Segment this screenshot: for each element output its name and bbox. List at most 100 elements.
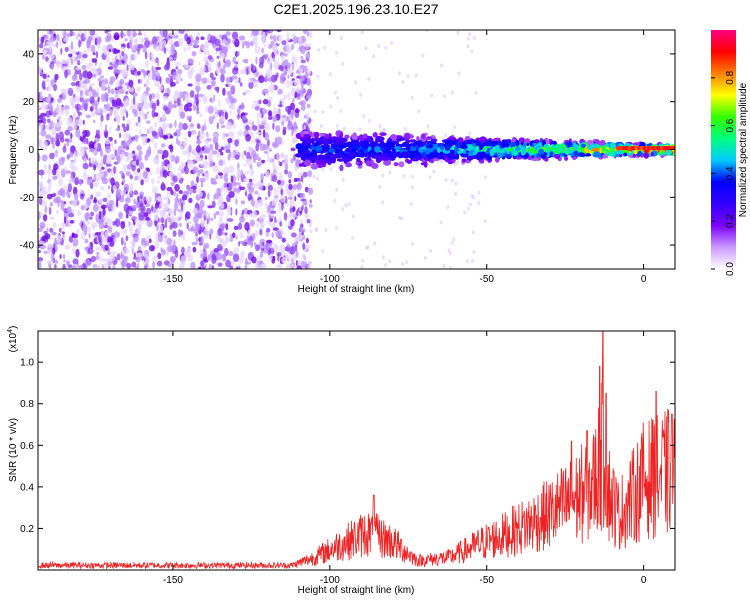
signal-blob [437, 143, 442, 148]
noise-blob [119, 132, 122, 139]
noise-blob [296, 80, 301, 83]
noise-blob [112, 263, 116, 269]
noise-blob [55, 41, 59, 48]
noise-blob [196, 123, 200, 129]
noise-blob [235, 149, 239, 153]
noise-blob [179, 260, 186, 266]
noise-blob [58, 39, 62, 47]
noise-blob [222, 108, 227, 113]
signal-blob [564, 156, 569, 161]
noise-blob [99, 159, 103, 166]
noise-blob [180, 162, 187, 167]
noise-blob [273, 187, 277, 196]
noise-blob [268, 255, 273, 261]
signal-blob [430, 159, 434, 164]
noise-blob [229, 238, 233, 242]
noise-blob [105, 124, 108, 133]
noise-blob [269, 35, 274, 40]
faint-noise-blob [428, 248, 432, 253]
faint-noise-blob [381, 255, 385, 260]
noise-blob [230, 86, 235, 93]
noise-blob [262, 186, 266, 191]
noise-blob [137, 102, 143, 111]
noise-blob [73, 125, 77, 130]
faint-noise-blob [372, 54, 376, 59]
faint-noise-blob [312, 174, 316, 179]
noise-blob [195, 232, 198, 237]
signal-blob [455, 153, 460, 160]
noise-blob [169, 224, 173, 230]
noise-blob [71, 264, 77, 269]
noise-blob [144, 200, 147, 205]
noise-blob [38, 124, 44, 130]
noise-blob [123, 33, 126, 37]
noise-blob [86, 220, 91, 226]
noise-blob [93, 119, 96, 124]
noise-blob [98, 210, 102, 220]
noise-blob [104, 244, 109, 251]
noise-blob [39, 197, 43, 206]
noise-blob [61, 231, 65, 235]
signal-blob [385, 142, 390, 148]
noise-blob [259, 56, 265, 65]
noise-blob [110, 177, 115, 187]
noise-blob [138, 161, 144, 170]
noise-blob [174, 249, 179, 258]
noise-blob [248, 78, 253, 84]
signal-blob [354, 141, 362, 146]
noise-blob [53, 83, 58, 92]
noise-blob [159, 30, 162, 35]
noise-blob [70, 132, 73, 139]
faint-noise-blob [440, 63, 443, 68]
noise-blob [272, 161, 275, 171]
noise-blob [206, 138, 212, 142]
colorbar-tick-label: 0.2 [725, 214, 736, 228]
signal-blob [479, 136, 487, 143]
colorbar-tick-label: 0.0 [725, 262, 736, 276]
noise-blob [257, 193, 261, 198]
noise-blob [123, 85, 126, 91]
noise-blob [259, 250, 264, 258]
noise-blob [180, 202, 184, 211]
signal-blob [609, 151, 616, 157]
noise-blob [109, 106, 114, 110]
noise-blob [209, 143, 214, 151]
signal-blob [447, 153, 455, 160]
faint-noise-blob [456, 160, 460, 165]
noise-blob [129, 58, 132, 66]
noise-blob [178, 190, 183, 194]
noise-blob [172, 191, 176, 197]
noise-blob [82, 129, 89, 138]
noise-blob [166, 190, 170, 200]
noise-blob [52, 221, 57, 229]
noise-blob [283, 70, 288, 76]
signal-blob [632, 153, 636, 158]
noise-blob [82, 53, 88, 59]
noise-blob [95, 246, 101, 251]
noise-blob [277, 88, 283, 95]
noise-blob [291, 43, 294, 51]
faint-noise-blob [442, 94, 446, 99]
faint-noise-blob [368, 119, 372, 123]
noise-blob [247, 121, 253, 126]
noise-blob [178, 122, 183, 131]
noise-blob [91, 58, 98, 63]
noise-blob [104, 221, 109, 226]
signal-blob [592, 147, 600, 152]
noise-blob [244, 221, 250, 231]
noise-blob [134, 175, 139, 181]
noise-blob [39, 180, 44, 190]
noise-blob [162, 154, 165, 160]
noise-blob [169, 152, 173, 161]
noise-blob [195, 73, 202, 82]
noise-blob [154, 141, 158, 150]
noise-blob [162, 96, 168, 100]
noise-blob [223, 182, 227, 189]
noise-blob [256, 118, 260, 127]
faint-noise-blob [403, 126, 407, 131]
noise-blob [179, 30, 183, 35]
spectrogram-y-axis-label: Frequency (Hz) [8, 116, 19, 185]
noise-blob [291, 253, 297, 261]
noise-blob [143, 83, 147, 88]
